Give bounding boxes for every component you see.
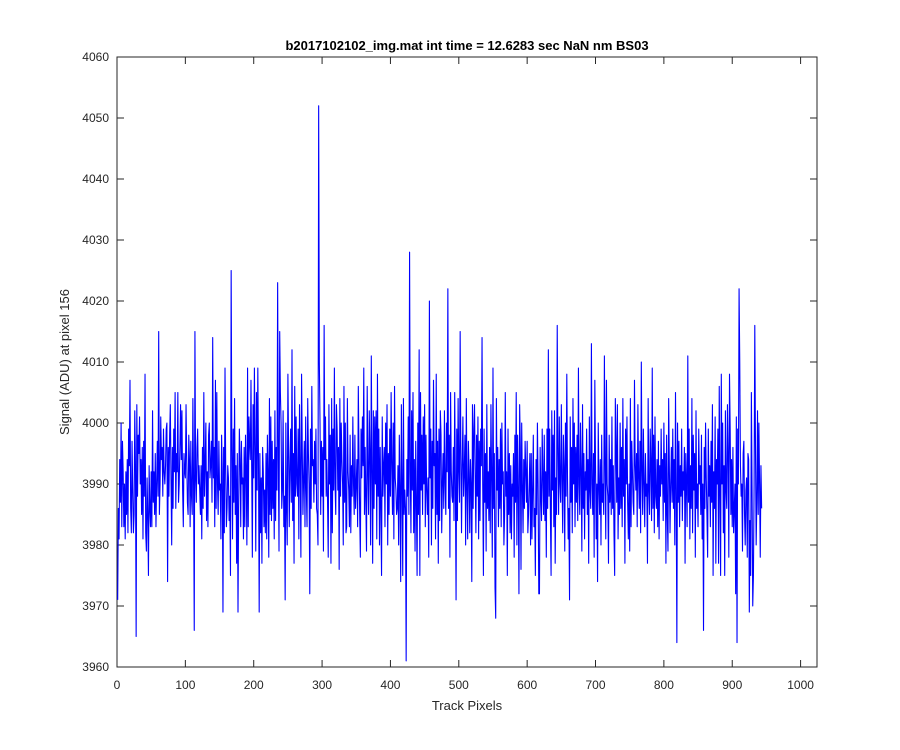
y-tick-label: 3970 bbox=[82, 599, 109, 613]
x-tick-label: 600 bbox=[517, 678, 537, 692]
y-tick-label: 3980 bbox=[82, 538, 109, 552]
y-tick-label: 3960 bbox=[82, 660, 109, 674]
y-tick-label: 4000 bbox=[82, 416, 109, 430]
series-line bbox=[117, 105, 763, 662]
y-axis-label: Signal (ADU) at pixel 156 bbox=[57, 289, 72, 435]
y-tick-label: 4010 bbox=[82, 355, 109, 369]
x-tick-label: 900 bbox=[722, 678, 742, 692]
y-tick-label: 4020 bbox=[82, 294, 109, 308]
x-tick-label: 200 bbox=[244, 678, 264, 692]
x-tick-label: 400 bbox=[380, 678, 400, 692]
y-tick-label: 3990 bbox=[82, 477, 109, 491]
axis-ticks bbox=[116, 56, 817, 668]
x-tick-label: 500 bbox=[449, 678, 469, 692]
x-tick-labels: 0 100 200 300 400 500 600 700 800 900 1000 bbox=[114, 678, 815, 692]
x-tick-label: 100 bbox=[175, 678, 195, 692]
y-tick-label: 4050 bbox=[82, 111, 109, 125]
y-tick-label: 4040 bbox=[82, 172, 109, 186]
plot-area bbox=[116, 56, 818, 668]
y-tick-label: 4060 bbox=[82, 50, 109, 64]
x-tick-label: 700 bbox=[586, 678, 606, 692]
x-tick-label: 300 bbox=[312, 678, 332, 692]
y-tick-label: 4030 bbox=[82, 233, 109, 247]
x-tick-label: 800 bbox=[654, 678, 674, 692]
chart-title: b2017102102_img.mat int time = 12.6283 s… bbox=[285, 38, 648, 53]
x-tick-label: 1000 bbox=[787, 678, 814, 692]
x-tick-label: 0 bbox=[114, 678, 121, 692]
x-axis-label: Track Pixels bbox=[432, 698, 503, 713]
y-tick-labels: 3960 3970 3980 3990 4000 4010 4020 4030 4040 4050… bbox=[82, 50, 109, 674]
